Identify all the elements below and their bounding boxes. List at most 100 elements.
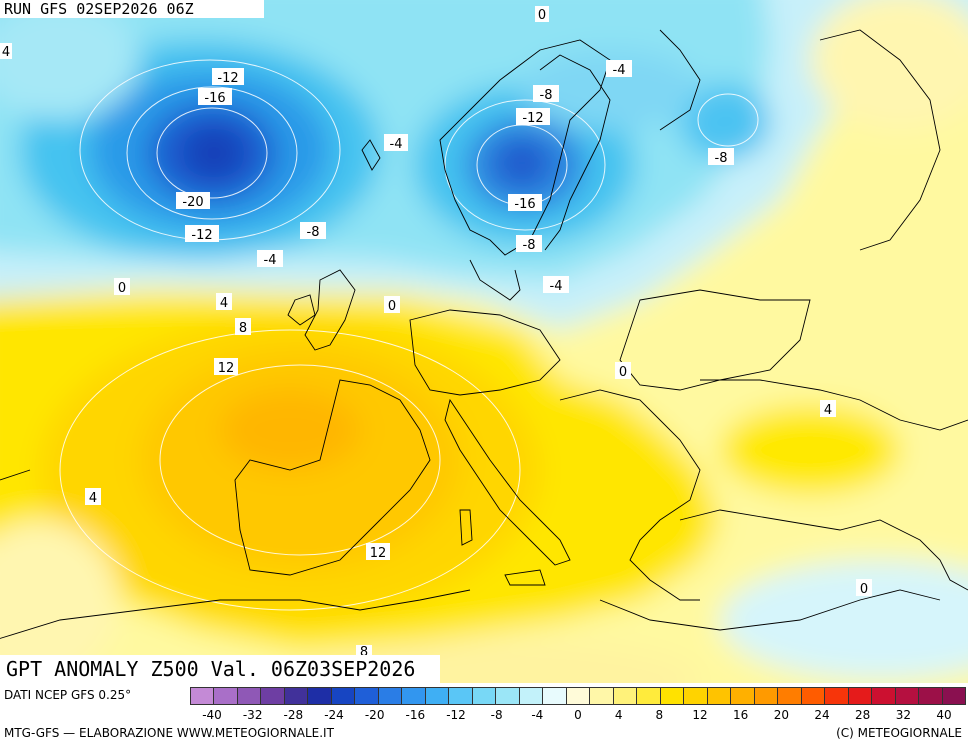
color-swatch	[261, 687, 285, 705]
color-swatch	[919, 687, 943, 705]
color-scale-tick: -20	[364, 708, 385, 722]
svg-text:8: 8	[239, 321, 247, 336]
svg-text:12: 12	[370, 546, 387, 561]
color-swatch	[848, 687, 873, 705]
run-label: RUN GFS 02SEP2026 06Z	[0, 0, 264, 18]
color-scale-tick: -28	[283, 708, 304, 722]
color-swatch	[214, 687, 238, 705]
contour-label: 0	[384, 296, 400, 314]
color-scale-tick: -4	[531, 708, 544, 722]
contour-label: 4	[0, 43, 12, 60]
color-scale-tick: -12	[446, 708, 466, 722]
svg-text:-8: -8	[307, 225, 320, 240]
contour-label: 8	[235, 318, 251, 336]
color-swatch	[566, 687, 591, 705]
color-scale-tick: 0	[574, 708, 582, 722]
contour-label: -8	[708, 148, 734, 166]
svg-text:0: 0	[388, 299, 396, 314]
color-swatch	[308, 687, 332, 705]
contour-label: -4	[384, 134, 408, 152]
svg-text:0: 0	[860, 582, 868, 597]
contour-label: -8	[516, 235, 542, 253]
color-swatch	[707, 687, 732, 705]
svg-text:4: 4	[89, 491, 97, 506]
color-swatch	[778, 687, 802, 705]
map-title: GPT ANOMALY Z500 Val. 06Z03SEP2026	[0, 655, 440, 683]
contour-label: -8	[533, 85, 559, 103]
svg-text:-20: -20	[182, 195, 203, 210]
svg-text:-8: -8	[523, 238, 536, 253]
svg-text:-12: -12	[522, 111, 543, 126]
color-scale-tick: -40	[202, 708, 222, 722]
color-scale-tick: 12	[692, 708, 708, 722]
color-scale	[190, 687, 966, 705]
color-swatch	[425, 687, 450, 705]
color-scale-tick: 16	[733, 708, 749, 722]
color-swatch	[190, 687, 215, 705]
color-swatch	[895, 687, 920, 705]
color-swatch	[402, 687, 426, 705]
svg-text:-8: -8	[540, 88, 553, 103]
svg-text:12: 12	[218, 361, 235, 376]
svg-text:0: 0	[538, 8, 546, 23]
color-swatch	[590, 687, 614, 705]
color-scale-ticks: -40 -32 -28 -24 -20 -16 -12 -8 -4 0 4 8 12 16 20 24 28 32…	[190, 708, 966, 724]
contour-label: 8	[356, 645, 372, 660]
color-scale-tick: -8	[490, 708, 503, 722]
contour-label: -4	[606, 60, 632, 78]
svg-text:-4: -4	[550, 279, 563, 294]
contour-label: 0	[856, 579, 872, 597]
color-scale-tick: 32	[895, 708, 911, 722]
color-scale-tick: 20	[773, 708, 789, 722]
svg-text:0: 0	[619, 365, 627, 380]
color-swatch	[331, 687, 356, 705]
contour-labels: 0 4 -12 -16 -4 -20 -12 -8 -4 0 4 0 8 12 …	[0, 6, 872, 660]
contour-label: 4	[216, 293, 232, 311]
color-scale-tick: 8	[655, 708, 664, 722]
color-swatch	[496, 687, 520, 705]
contour-label: -16	[508, 194, 542, 212]
color-scale-tick: -24	[324, 708, 344, 722]
color-swatch	[684, 687, 708, 705]
svg-text:4: 4	[2, 45, 10, 60]
contour-label: 4	[85, 488, 101, 506]
color-swatch	[872, 687, 896, 705]
color-scale-tick: 28	[855, 708, 871, 722]
svg-text:0: 0	[118, 281, 126, 296]
color-swatch	[237, 687, 262, 705]
color-swatch	[942, 687, 966, 705]
color-swatch	[472, 687, 497, 705]
color-swatch	[754, 687, 779, 705]
svg-text:-8: -8	[715, 151, 728, 166]
svg-text:-16: -16	[514, 197, 535, 212]
contour-label: -20	[176, 192, 210, 210]
contour-label: -4	[543, 276, 569, 294]
contour-label: 12	[214, 358, 238, 376]
svg-text:-16: -16	[204, 91, 225, 106]
contour-label: -4	[257, 250, 283, 268]
coastlines	[0, 29, 968, 639]
color-swatch	[543, 687, 567, 705]
color-swatch	[801, 687, 826, 705]
svg-text:-4: -4	[390, 137, 403, 152]
color-scale-tick: 24	[814, 708, 830, 722]
contour-label: -12	[212, 68, 244, 86]
contour-label: -8	[300, 222, 326, 240]
color-swatch	[449, 687, 473, 705]
svg-text:8: 8	[360, 645, 368, 660]
color-swatch	[355, 687, 379, 705]
contour-label: -12	[185, 225, 219, 243]
credit-elaborazione: MTG-GFS — ELABORAZIONE WWW.METEOGIORNALE…	[4, 726, 334, 740]
contour-label: 0	[114, 278, 130, 296]
color-swatch	[613, 687, 638, 705]
contour-label: 12	[366, 543, 390, 561]
color-swatch	[825, 687, 849, 705]
color-scale-tick: -16	[405, 708, 426, 722]
color-scale-tick: 4	[614, 708, 623, 722]
contour-label: 0	[615, 362, 631, 380]
svg-text:-4: -4	[613, 63, 626, 78]
contour-label: 0	[535, 6, 549, 23]
svg-text:-12: -12	[217, 71, 238, 86]
color-swatch	[519, 687, 544, 705]
contour-label: -12	[516, 108, 550, 126]
